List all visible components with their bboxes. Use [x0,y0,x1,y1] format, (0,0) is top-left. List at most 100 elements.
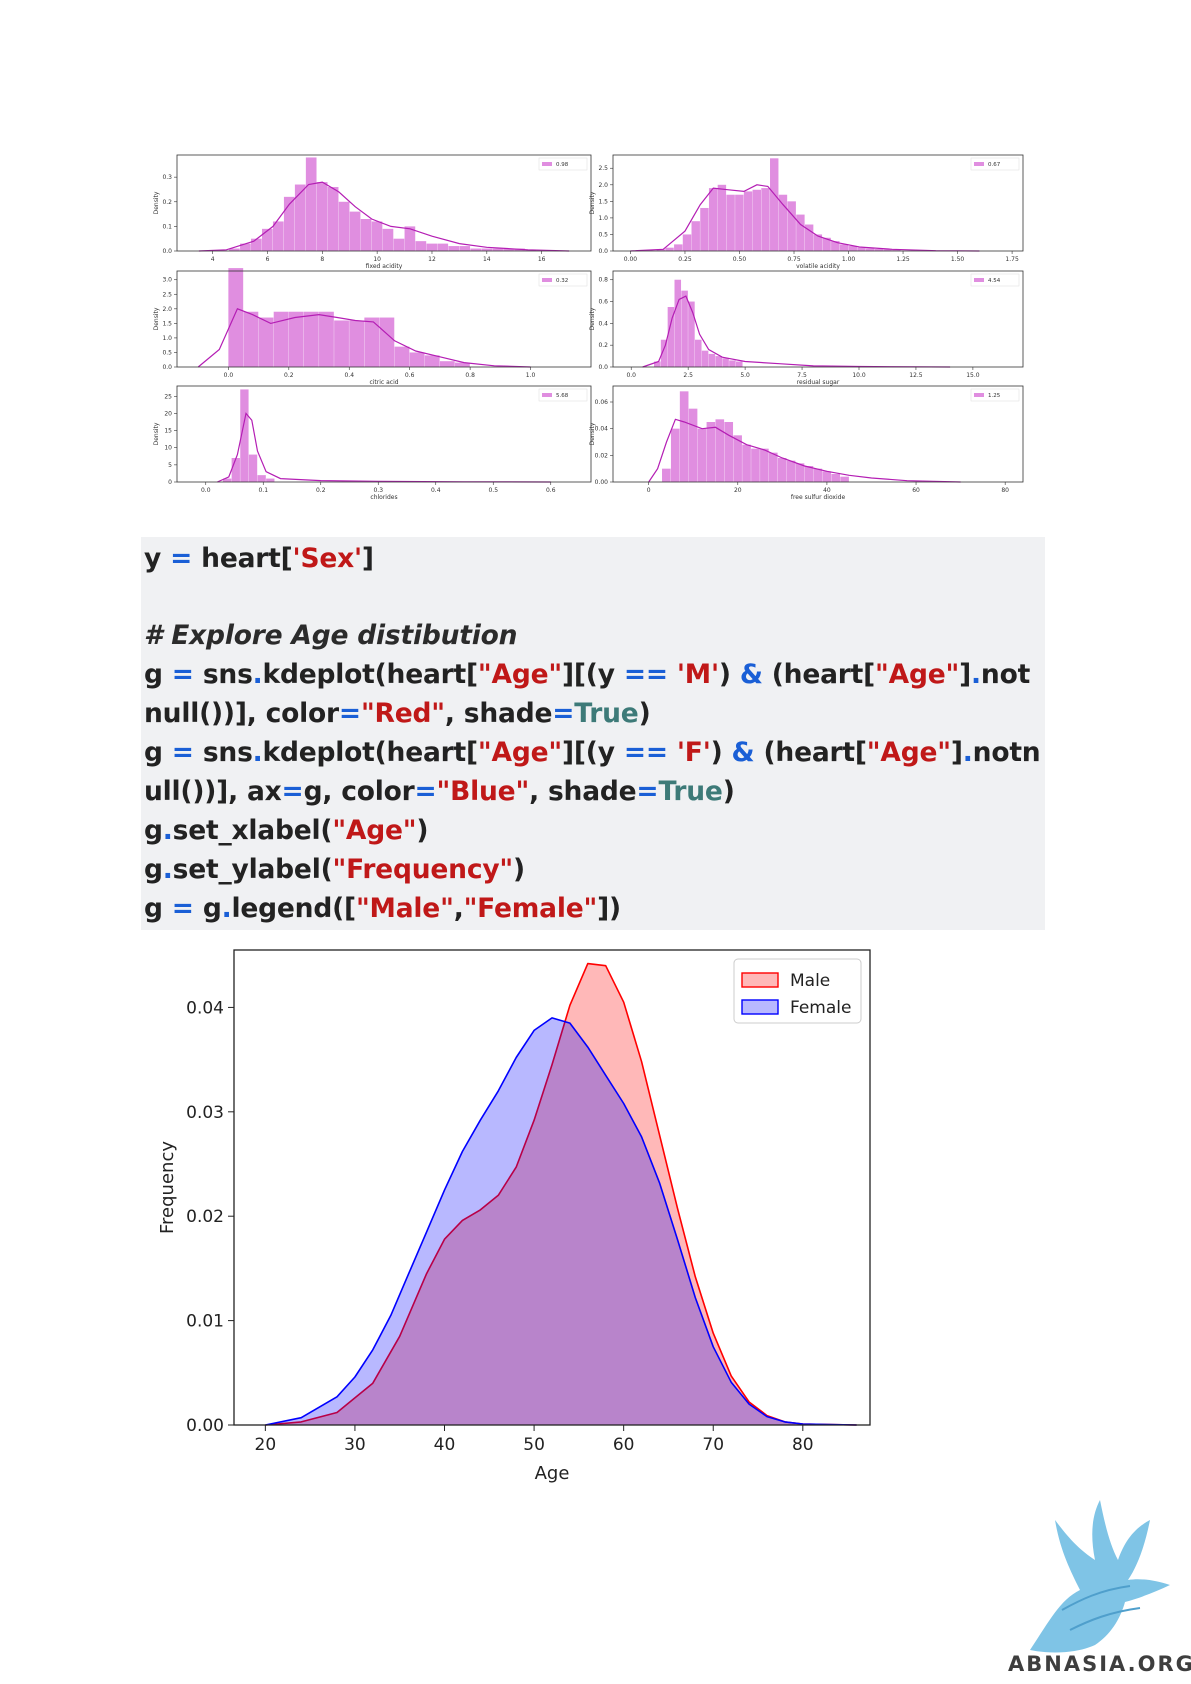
histogram-bar [724,422,734,482]
code-token: ull())], ax [144,776,282,807]
x-tick-label: 0.50 [733,256,747,263]
code-token: ) [416,815,429,846]
code-token: , shade [529,776,637,807]
histogram-bar [726,194,735,251]
x-axis-label: free sulfur dioxide [791,494,846,501]
legend-box [538,388,588,402]
histogram-bar [822,471,832,482]
histogram-bar [319,311,334,367]
code-token: "Blue" [436,776,530,807]
histogram-bar [455,362,470,367]
histogram-bar [787,201,796,251]
code-token: . [962,737,973,768]
histogram-bar [681,290,688,367]
legend-swatch [974,278,984,282]
x-tick-label: 10.0 [852,372,866,379]
legend-box [733,958,862,1024]
histogram-bar [481,248,492,251]
kde-line [630,184,980,252]
y-tick-label: 10 [164,445,172,452]
legend-label: 1.25 [988,393,1001,399]
code-token: ] [959,659,972,690]
code-token: g [144,854,163,885]
histogram-bar [424,355,440,367]
code-token: . [252,659,263,690]
y-tick-label: 0.4 [598,320,608,327]
histogram-bar [243,311,259,367]
code-token: heart[ [192,543,293,574]
kde-line-female [265,1017,857,1426]
y-axis-label: Density [589,191,596,214]
histogram-bar [662,468,671,482]
x-tick-label: 16 [538,256,546,263]
histogram-bar [379,317,395,367]
x-axis-label: residual sugar [797,379,840,386]
x-tick-label: 0.2 [284,372,294,379]
histogram-bar [715,419,725,482]
legend-swatch [542,393,552,397]
histogram-bar [364,317,380,367]
histogram-panel: 0.0 0.2 0.4 0.6 0.8 1.0 0.0 0.5 1.0 1.5 2.0 2.5 3.0 c… [153,268,592,386]
x-tick-label: 8 [320,256,324,263]
code-token: ) [710,737,732,768]
histogram-bar [892,249,901,251]
x-tick-label: 0.5 [488,487,498,494]
code-token: y [144,543,171,574]
code-token: kdeplot(heart[ [262,659,479,690]
code-token [668,659,677,690]
x-tick-label: 0.25 [678,256,692,263]
histogram-bar [722,358,729,367]
histogram-bar [760,448,769,482]
y-axis-label: Density [153,422,160,445]
code-token: "Age" [875,659,960,690]
griffin-logo-icon [1030,1500,1170,1653]
histogram-bar [752,189,761,251]
histogram-bar [273,311,289,367]
x-tick-label: 4 [211,256,215,263]
y-tick-label: 0.00 [186,1416,224,1436]
y-tick-label: 0.8 [598,277,608,284]
histogram-bar [437,243,449,251]
histogram-bar [883,249,892,251]
code-token: ][(y [561,659,624,690]
x-tick-label: 15.0 [966,372,980,379]
code-token: kdeplot(heart[ [262,737,479,768]
y-tick-label: 0.2 [598,342,608,349]
code-token: = [281,776,304,807]
y-axis-label: Density [153,307,160,330]
legend-swatch [542,162,552,166]
code-token: ) [722,776,735,807]
y-axis-label: Frequency [157,1141,178,1234]
code-block: y = heart['Sex'] # Explore Age distibutio… [141,537,1045,930]
x-tick-label: 0.4 [431,487,441,494]
plot-frame [612,385,1024,483]
code-line: g.set_ylabel("Frequency") [144,854,525,885]
legend-swatch-female [741,999,779,1015]
histogram-bar [688,408,698,482]
code-token: & [731,737,755,768]
x-tick-label: 30 [344,1435,366,1455]
y-tick-label: 2.5 [162,291,172,298]
code-token: = [170,543,193,574]
code-token: . [162,854,173,885]
histogram-bar [768,452,778,482]
y-axis-label: Density [589,307,596,330]
histogram-bar [660,339,668,367]
histogram-bar [729,360,736,367]
x-tick-label: 0.2 [316,487,326,494]
code-token: == [623,737,668,768]
code-line: g = g.legend(["Male","Female"]) [144,893,621,924]
code-token: "Female" [463,893,598,924]
x-tick-label: 50 [523,1435,545,1455]
age-kde-chart: 20 30 40 50 60 70 80 0.00 0.01 0.02 0.03 0.04 Age Fre… [157,949,871,1484]
x-tick-label: 20 [734,487,742,494]
histogram-bar [697,428,707,482]
code-token: == [623,659,668,690]
legend-box [970,388,1020,402]
x-tick-label: 1.75 [1005,256,1019,263]
x-tick-label: 40 [823,487,831,494]
y-tick-label: 0.04 [595,426,609,433]
histogram-bar [796,214,805,251]
x-tick-label: 0.6 [546,487,556,494]
histogram-panel: 4 6 8 10 12 14 16 0.0 0.1 0.2 0.3 fixed acidity Dens… [153,154,592,270]
